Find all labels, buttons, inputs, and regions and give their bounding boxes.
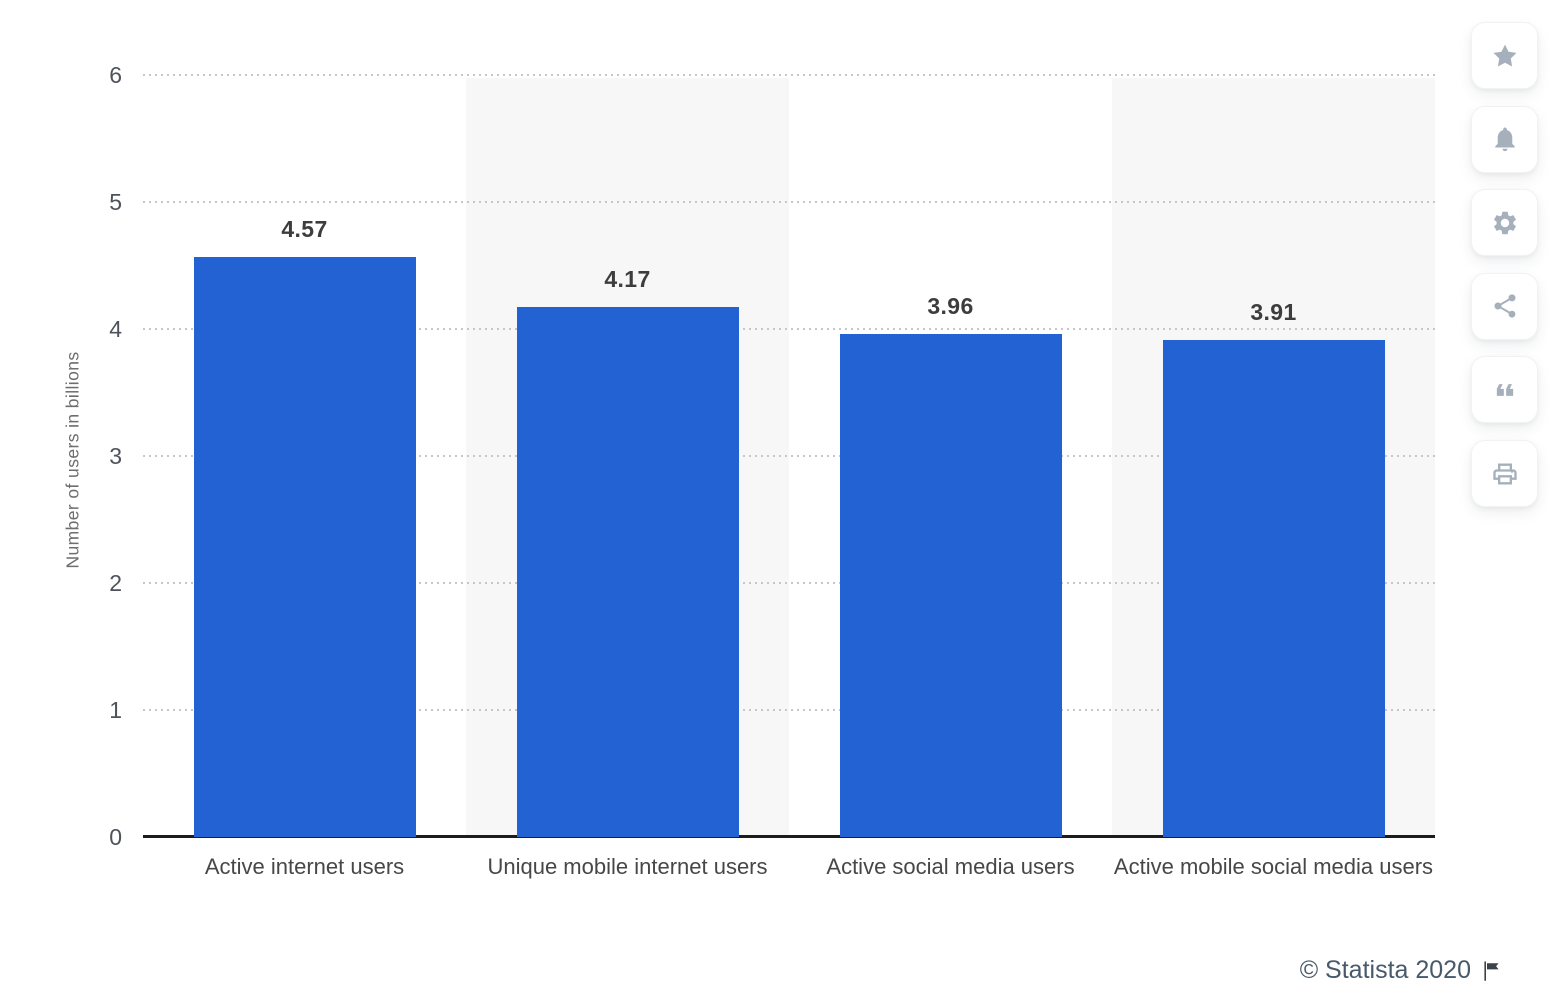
y-tick-label-2: 2 bbox=[109, 570, 122, 596]
notifications-button[interactable] bbox=[1471, 105, 1538, 173]
bar-1 bbox=[193, 256, 416, 837]
quote-icon bbox=[1496, 384, 1513, 396]
printer-icon bbox=[1492, 463, 1517, 484]
plot-area: 4.57 4.17 3.96 3.91 bbox=[143, 74, 1435, 838]
bar-value-label: 4.57 bbox=[281, 215, 328, 242]
gridline-5 bbox=[143, 201, 1435, 203]
flag-icon[interactable] bbox=[1480, 959, 1504, 983]
footer: © Statista 2020 bbox=[1300, 956, 1504, 985]
y-tick-label-4: 4 bbox=[109, 316, 122, 342]
x-axis-label-4: Active mobile social media users bbox=[1113, 854, 1434, 879]
bar-4 bbox=[1162, 340, 1385, 837]
bar-value-label: 4.17 bbox=[604, 266, 651, 293]
gridline-3 bbox=[143, 455, 1435, 457]
copyright-text: © Statista 2020 bbox=[1299, 956, 1471, 984]
x-axis-label-1: Active internet users bbox=[204, 854, 405, 879]
y-tick-label-5: 5 bbox=[109, 189, 122, 215]
gridline-1 bbox=[143, 709, 1435, 711]
y-tick-label-0: 0 bbox=[109, 824, 122, 850]
bell-icon bbox=[1494, 127, 1515, 152]
print-button[interactable] bbox=[1471, 440, 1538, 507]
y-tick-label-1: 1 bbox=[109, 697, 122, 723]
gridline-6 bbox=[143, 74, 1435, 76]
x-axis-line bbox=[143, 835, 1435, 838]
favorite-button[interactable] bbox=[1471, 22, 1538, 89]
bar-2 bbox=[516, 307, 739, 837]
x-axis-label-3: Active social media users bbox=[826, 854, 1075, 879]
gridline-2 bbox=[143, 582, 1435, 584]
settings-button[interactable] bbox=[1471, 189, 1538, 257]
bar-value-label: 3.91 bbox=[1250, 299, 1297, 326]
cite-button[interactable] bbox=[1471, 356, 1538, 424]
y-tick-label-3: 3 bbox=[109, 443, 122, 469]
share-button[interactable] bbox=[1471, 272, 1538, 340]
x-axis-label-2: Unique mobile internet users bbox=[487, 854, 768, 879]
share-icon bbox=[1494, 294, 1515, 318]
bar-value-label: 3.96 bbox=[927, 293, 974, 320]
gear-icon bbox=[1493, 211, 1516, 234]
y-tick-label-6: 6 bbox=[109, 62, 122, 88]
bar-3 bbox=[839, 334, 1062, 837]
gridline-4 bbox=[143, 328, 1435, 330]
star-icon bbox=[1492, 44, 1517, 66]
